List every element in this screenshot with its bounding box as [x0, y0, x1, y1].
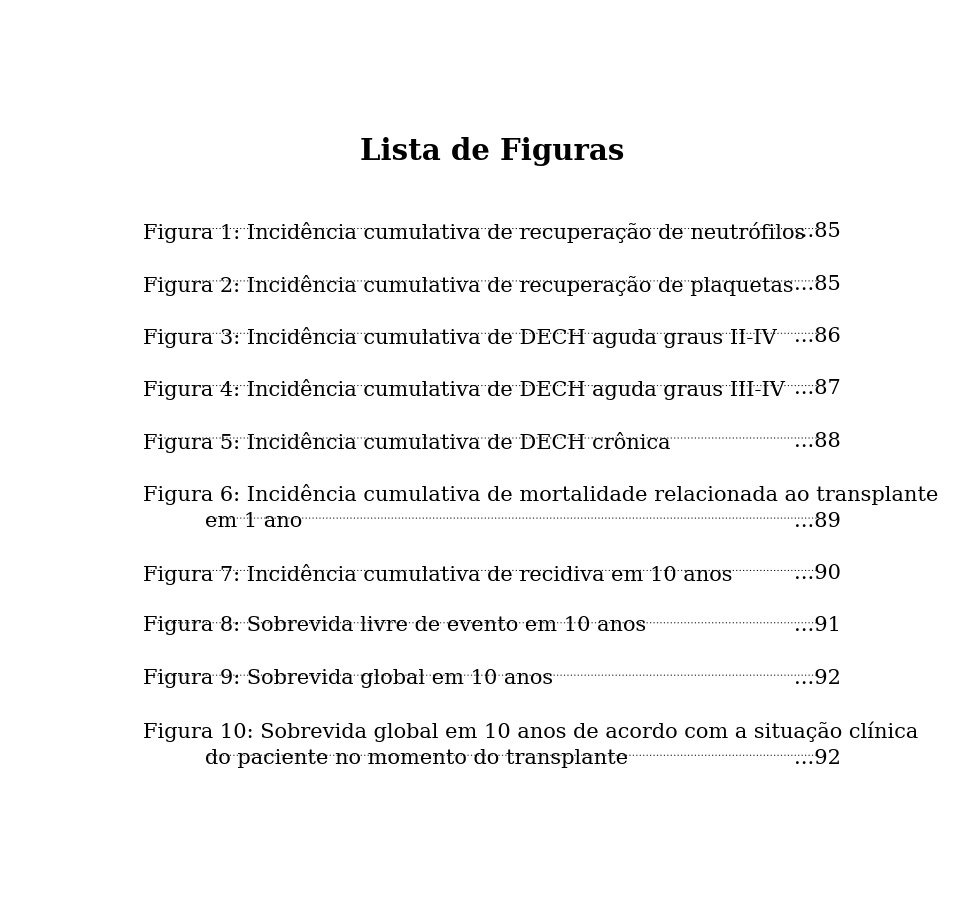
Text: Figura 8: Sobrevida livre de evento em 10 anos: Figura 8: Sobrevida livre de evento em 1…	[143, 616, 646, 635]
Text: ...89: ...89	[794, 511, 841, 530]
Text: ...92: ...92	[794, 749, 841, 768]
Text: do paciente no momento do transplante: do paciente no momento do transplante	[205, 749, 629, 768]
Text: Figura 7: Incidência cumulativa de recidiva em 10 anos: Figura 7: Incidência cumulativa de recid…	[143, 564, 732, 585]
Text: Figura 6: Incidência cumulativa de mortalidade relacionada ao transplante: Figura 6: Incidência cumulativa de morta…	[143, 484, 939, 505]
Text: em 1 ano: em 1 ano	[205, 511, 302, 530]
Text: Figura 10: Sobrevida global em 10 anos de acordo com a situação clínica: Figura 10: Sobrevida global em 10 anos d…	[143, 722, 919, 741]
Text: Figura 4: Incidência cumulativa de DECH aguda graus III-IV: Figura 4: Incidência cumulativa de DECH …	[143, 379, 785, 400]
Text: ...88: ...88	[794, 432, 841, 451]
Text: Lista de Figuras: Lista de Figuras	[360, 137, 624, 167]
Text: Figura 9: Sobrevida global em 10 anos: Figura 9: Sobrevida global em 10 anos	[143, 668, 553, 688]
Text: Figura 2: Incidência cumulativa de recuperação de plaquetas: Figura 2: Incidência cumulativa de recup…	[143, 274, 794, 296]
Text: Figura 5: Incidência cumulativa de DECH crônica: Figura 5: Incidência cumulativa de DECH …	[143, 432, 671, 453]
Text: ...90: ...90	[794, 564, 841, 583]
Text: ...87: ...87	[794, 379, 841, 399]
Text: ...91: ...91	[794, 616, 841, 635]
Text: Figura 3: Incidência cumulativa de DECH aguda graus II-IV: Figura 3: Incidência cumulativa de DECH …	[143, 327, 777, 348]
Text: ...85: ...85	[794, 274, 841, 293]
Text: ...86: ...86	[794, 327, 841, 346]
Text: ...85: ...85	[794, 222, 841, 241]
Text: Figura 1: Incidência cumulativa de recuperação de neutrófilos: Figura 1: Incidência cumulativa de recup…	[143, 222, 805, 244]
Text: ...92: ...92	[794, 668, 841, 688]
